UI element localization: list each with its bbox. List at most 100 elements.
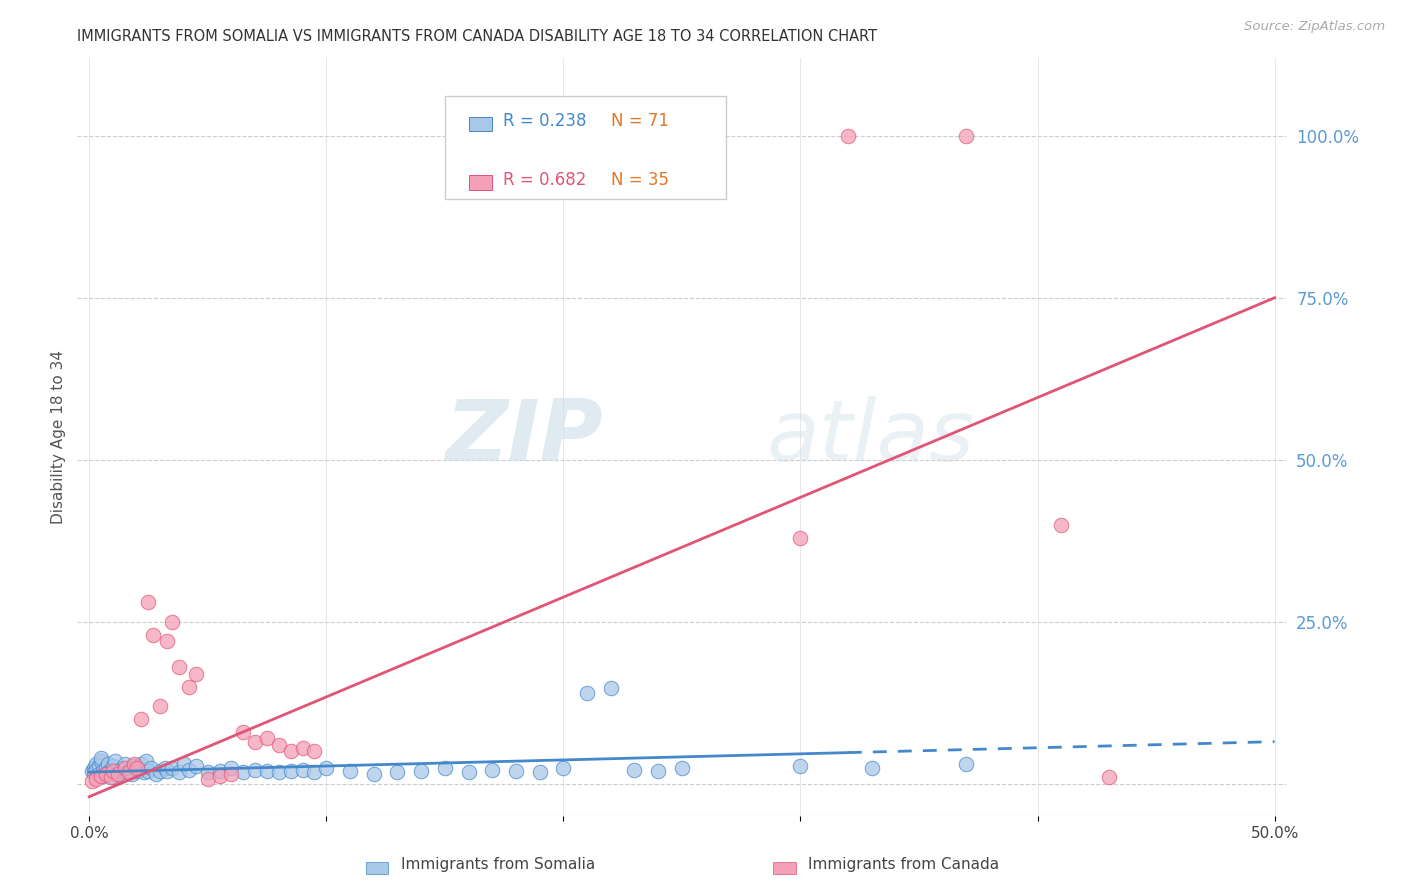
Point — [1098, 770, 1121, 784]
Point — [87, 758, 110, 772]
Point — [100, 763, 122, 777]
Point — [789, 531, 811, 545]
Point — [80, 764, 103, 778]
Point — [118, 763, 141, 777]
Point — [169, 765, 191, 780]
Point — [623, 763, 645, 777]
Point — [1050, 517, 1073, 532]
Point — [156, 764, 179, 778]
Y-axis label: Disability Age 18 to 34: Disability Age 18 to 34 — [51, 350, 66, 524]
Point — [433, 761, 456, 775]
Point — [280, 764, 302, 778]
Point — [122, 757, 145, 772]
Point — [104, 754, 127, 768]
Point — [256, 764, 278, 778]
Text: N = 71: N = 71 — [612, 112, 669, 130]
Point — [122, 758, 145, 772]
Point — [173, 757, 195, 772]
Point — [84, 763, 107, 777]
Point — [145, 767, 167, 781]
Point — [153, 761, 176, 775]
Point — [177, 680, 200, 694]
Point — [387, 765, 409, 780]
Point — [83, 765, 105, 780]
Point — [789, 758, 811, 772]
Point — [232, 765, 254, 780]
Point — [84, 772, 107, 786]
Point — [87, 767, 110, 781]
Point — [142, 628, 165, 642]
Text: R = 0.682: R = 0.682 — [503, 170, 586, 188]
Point — [90, 751, 112, 765]
Point — [457, 765, 479, 780]
Point — [83, 761, 105, 775]
Point — [955, 757, 977, 772]
Point — [256, 731, 278, 746]
Point — [108, 764, 131, 778]
Text: Source: ZipAtlas.com: Source: ZipAtlas.com — [1244, 21, 1385, 33]
Point — [291, 741, 314, 756]
Point — [156, 634, 179, 648]
Point — [197, 772, 219, 786]
Point — [860, 761, 883, 775]
Point — [107, 767, 129, 781]
Point — [107, 767, 129, 781]
Point — [955, 128, 977, 143]
Point — [232, 725, 254, 739]
Point — [118, 765, 141, 780]
Point — [671, 761, 693, 775]
Point — [135, 754, 157, 768]
Point — [184, 666, 207, 681]
Text: N = 35: N = 35 — [612, 170, 669, 188]
Point — [90, 769, 112, 783]
Point — [169, 660, 191, 674]
Point — [139, 761, 162, 775]
Point — [101, 770, 124, 784]
Point — [304, 765, 326, 780]
Point — [208, 764, 231, 778]
Point — [177, 763, 200, 777]
Point — [115, 765, 138, 780]
Point — [131, 757, 153, 772]
Point — [339, 764, 361, 778]
Point — [160, 615, 183, 629]
Text: atlas: atlas — [766, 395, 974, 479]
Point — [100, 770, 122, 784]
Point — [111, 761, 134, 775]
Point — [101, 758, 124, 772]
Point — [243, 763, 266, 777]
Point — [208, 769, 231, 783]
Point — [128, 761, 150, 775]
Point — [304, 744, 326, 758]
Text: Immigrants from Canada: Immigrants from Canada — [808, 857, 1000, 871]
Point — [125, 761, 148, 775]
Point — [221, 767, 243, 781]
Point — [93, 769, 115, 783]
Text: IMMIGRANTS FROM SOMALIA VS IMMIGRANTS FROM CANADA DISABILITY AGE 18 TO 34 CORREL: IMMIGRANTS FROM SOMALIA VS IMMIGRANTS FR… — [77, 29, 877, 45]
Point — [221, 761, 243, 775]
Point — [647, 764, 669, 778]
Point — [363, 767, 385, 781]
Point — [94, 767, 117, 781]
Point — [97, 757, 120, 772]
Point — [160, 761, 183, 775]
Point — [149, 698, 172, 713]
Point — [553, 761, 575, 775]
Point — [267, 765, 290, 780]
Point — [197, 765, 219, 780]
Point — [114, 757, 136, 772]
Point — [481, 763, 503, 777]
Point — [138, 764, 160, 778]
Point — [94, 761, 117, 775]
Point — [505, 764, 527, 778]
Text: Immigrants from Somalia: Immigrants from Somalia — [401, 857, 595, 871]
Point — [576, 686, 599, 700]
Point — [93, 764, 115, 778]
Point — [97, 765, 120, 780]
Point — [267, 738, 290, 752]
Point — [411, 764, 433, 778]
Point — [101, 764, 124, 778]
Point — [149, 764, 172, 778]
Point — [90, 754, 112, 768]
Point — [184, 758, 207, 772]
